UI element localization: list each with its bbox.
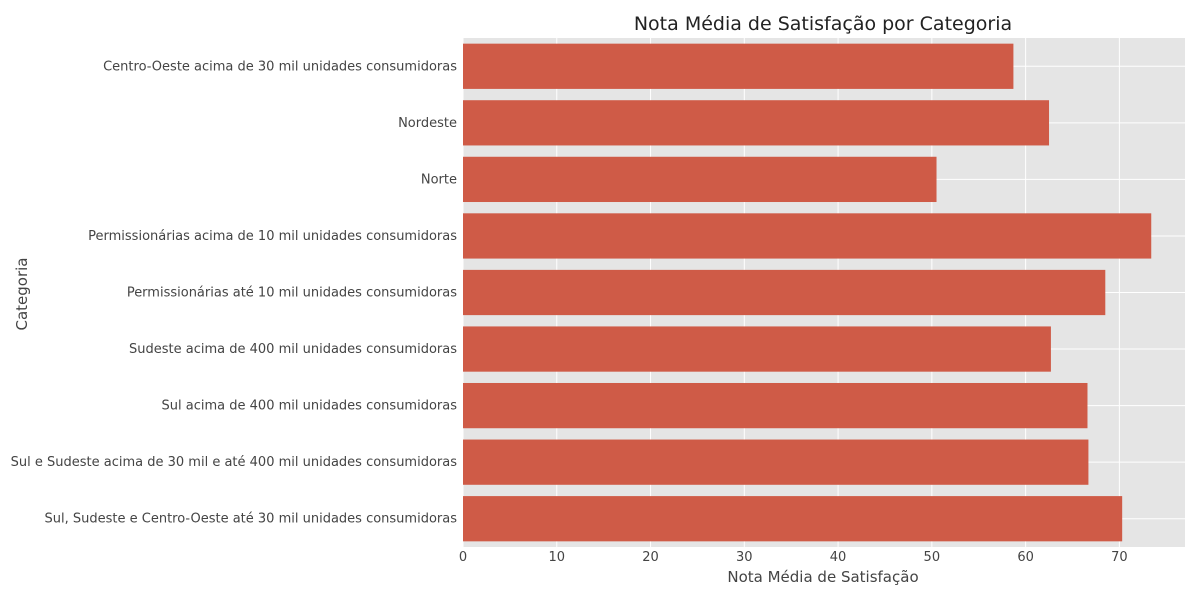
- y-tick-labels: Centro-Oeste acima de 30 mil unidades co…: [11, 59, 458, 526]
- y-axis-label: Categoria: [13, 257, 31, 330]
- bar: [463, 496, 1123, 542]
- bar: [463, 382, 1088, 429]
- x-tick-label: 70: [1111, 550, 1128, 565]
- bar: [463, 269, 1106, 316]
- x-axis-label: Nota Média de Satisfação: [727, 568, 918, 586]
- x-tick-label: 10: [548, 550, 565, 565]
- y-tick-label: Norte: [421, 172, 457, 187]
- y-tick-label: Permissionárias acima de 10 mil unidades…: [88, 229, 457, 244]
- bar: [463, 213, 1152, 259]
- x-tick-label: 0: [459, 550, 467, 565]
- x-tick-label: 60: [1017, 550, 1034, 565]
- bar: [463, 100, 1050, 146]
- y-tick-label: Sul acima de 400 mil unidades consumidor…: [162, 399, 458, 414]
- y-tick-label: Centro-Oeste acima de 30 mil unidades co…: [103, 59, 457, 74]
- x-tick-labels: 0 10 20 30 40 50 60 70: [459, 550, 1128, 565]
- bars: [463, 43, 1152, 542]
- x-tick-label: 40: [830, 550, 847, 565]
- y-tick-label: Nordeste: [398, 116, 457, 131]
- bar: [463, 156, 937, 203]
- bar: [463, 326, 1051, 372]
- x-tick-label: 50: [924, 550, 941, 565]
- y-tick-label: Sudeste acima de 400 mil unidades consum…: [129, 342, 457, 357]
- y-tick-label: Sul, Sudeste e Centro-Oeste até 30 mil u…: [45, 512, 458, 527]
- x-tick-label: 30: [736, 550, 753, 565]
- y-tick-label: Permissionárias até 10 mil unidades cons…: [127, 286, 457, 301]
- bar: [463, 439, 1089, 485]
- x-tick-label: 20: [642, 550, 659, 565]
- bar: [463, 43, 1014, 89]
- chart-title: Nota Média de Satisfação por Categoria: [634, 13, 1012, 35]
- y-tick-label: Sul e Sudeste acima de 30 mil e até 400 …: [11, 455, 458, 470]
